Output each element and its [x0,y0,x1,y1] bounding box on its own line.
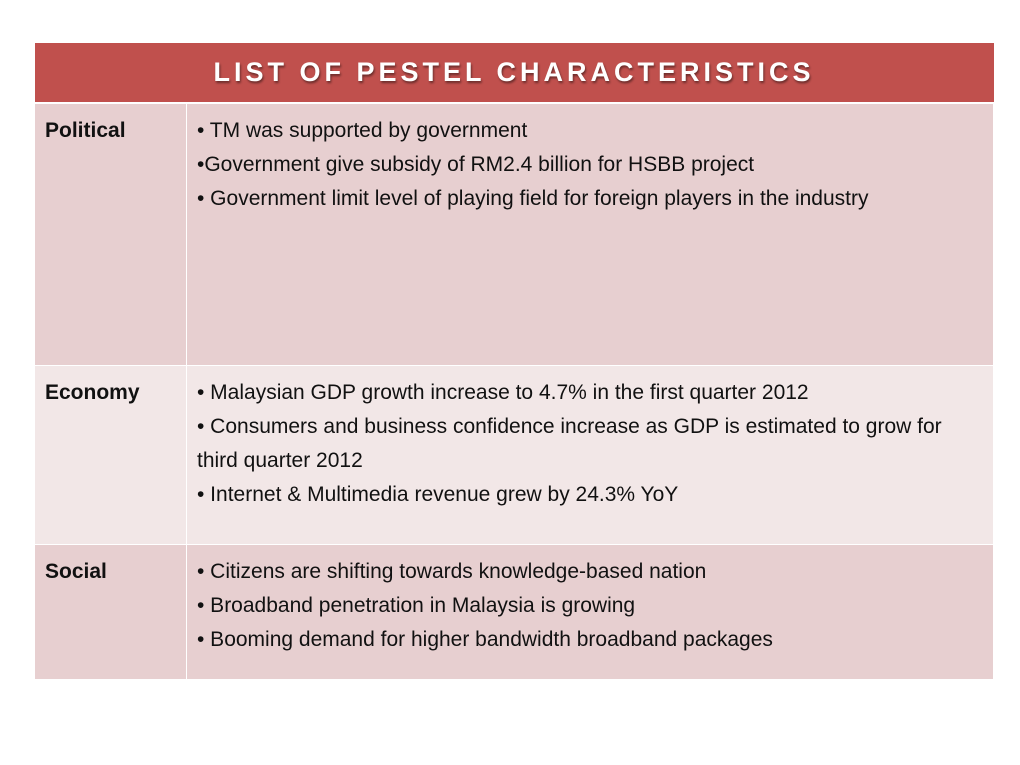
row-label: Political [34,102,187,366]
bullet-item: • Internet & Multimedia revenue grew by … [197,482,679,506]
row-items: • TM was supported by government •Governm… [186,102,994,366]
row-label: Economy [34,364,187,545]
table-title: LIST OF PESTEL CHARACTERISTICS [34,43,994,104]
bullet-item: • TM was supported by government [197,119,528,142]
pestel-table: LIST OF PESTEL CHARACTERISTICS Political… [34,43,994,680]
bullet-item: • Broadband penetration in Malaysia is g… [197,593,636,617]
table-row: Political • TM was supported by governmen… [34,102,994,366]
bullet-item: • Consumers and business confidence incr… [197,414,942,472]
table-row: Social • Citizens are shifting towards kn… [34,543,994,680]
row-items: • Citizens are shifting towards knowledg… [186,543,994,680]
bullet-item: • Malaysian GDP growth increase to 4.7% … [197,380,809,404]
row-label: Social [34,543,187,680]
bullet-item: • Booming demand for higher bandwidth br… [197,627,773,651]
row-items: • Malaysian GDP growth increase to 4.7% … [186,364,994,545]
table-row: Economy • Malaysian GDP growth increase t… [34,364,994,545]
bullet-item: •Government give subsidy of RM2.4 billio… [197,153,755,176]
bullet-item: • Government limit level of playing fiel… [197,187,869,210]
bullet-item: • Citizens are shifting towards knowledg… [197,559,707,583]
table-body: Political • TM was supported by governmen… [34,102,994,680]
